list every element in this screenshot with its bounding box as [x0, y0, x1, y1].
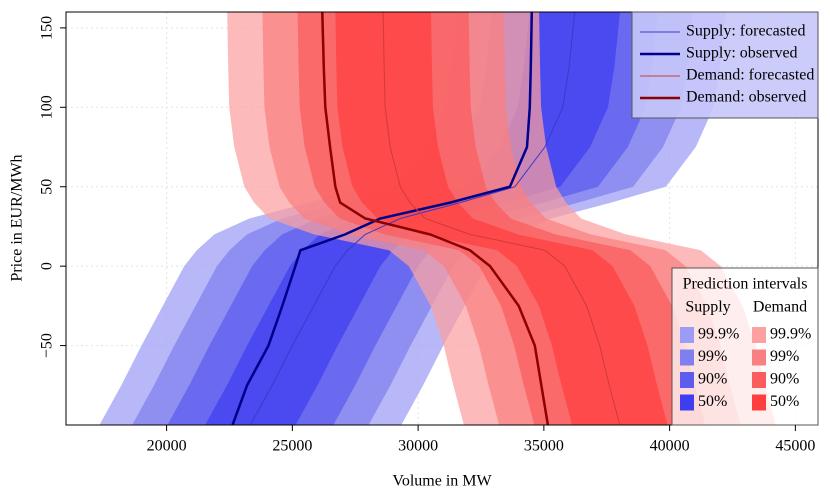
legend-label: Demand: observed	[686, 89, 806, 106]
curve-line	[249, 12, 576, 425]
y-tick-label: 50	[39, 179, 56, 195]
y-axis-title: Price in EUR/MWh	[9, 154, 26, 281]
legend-label: 50%	[770, 393, 799, 410]
interval-legend: Prediction intervals Supply 99.9% 99% 90% 50…	[671, 267, 819, 426]
y-tick-label: 100	[39, 95, 56, 119]
y-tick-label: −50	[39, 333, 56, 358]
legend-swatch	[752, 372, 766, 388]
x-tick-label: 45000	[775, 438, 815, 455]
y-tick-label: 0	[39, 262, 56, 270]
legend-group-label: Supply	[685, 299, 730, 316]
legend-swatch	[752, 394, 766, 411]
x-tick-label: 30000	[398, 438, 438, 455]
legend-swatch	[752, 327, 766, 343]
curve-line	[321, 12, 550, 425]
legend-swatch	[752, 349, 766, 366]
x-axis-title: Volume in MW	[392, 473, 492, 490]
legend-group-label: Demand	[753, 299, 807, 316]
curve-line	[231, 12, 534, 425]
legend-label: 50%	[698, 393, 727, 410]
legend-label: 99%	[698, 348, 727, 365]
legend-swatch	[680, 327, 694, 343]
legend-swatch	[680, 349, 694, 366]
legend-label: 90%	[698, 371, 727, 388]
legend-label: 99.9%	[770, 326, 811, 343]
legend-swatch	[680, 394, 694, 411]
bands	[99, 12, 776, 425]
plot-frame	[65, 11, 819, 426]
legend-label: Demand: forecasted	[686, 67, 814, 84]
legend-swatch	[680, 372, 694, 388]
legend-title: Prediction intervals	[683, 276, 808, 293]
interval-band	[335, 12, 668, 425]
x-tick-label: 35000	[524, 438, 564, 455]
curve-line	[382, 12, 621, 425]
y-tick-label: 150	[39, 16, 56, 40]
lines	[231, 12, 621, 425]
line-legend: Supply: forecasted Supply: observed Demand…	[631, 11, 819, 119]
legend-label: Supply: forecasted	[686, 23, 806, 40]
legend-label: 99%	[770, 348, 799, 365]
legend-box	[671, 267, 819, 426]
x-tick-label: 20000	[147, 438, 187, 455]
legend-box	[631, 11, 819, 119]
x-tick-label: 25000	[272, 438, 312, 455]
legend-label: 99.9%	[698, 326, 739, 343]
legend-label: Supply: observed	[686, 45, 798, 62]
legend-label: 90%	[770, 371, 799, 388]
x-tick-label: 40000	[650, 438, 690, 455]
